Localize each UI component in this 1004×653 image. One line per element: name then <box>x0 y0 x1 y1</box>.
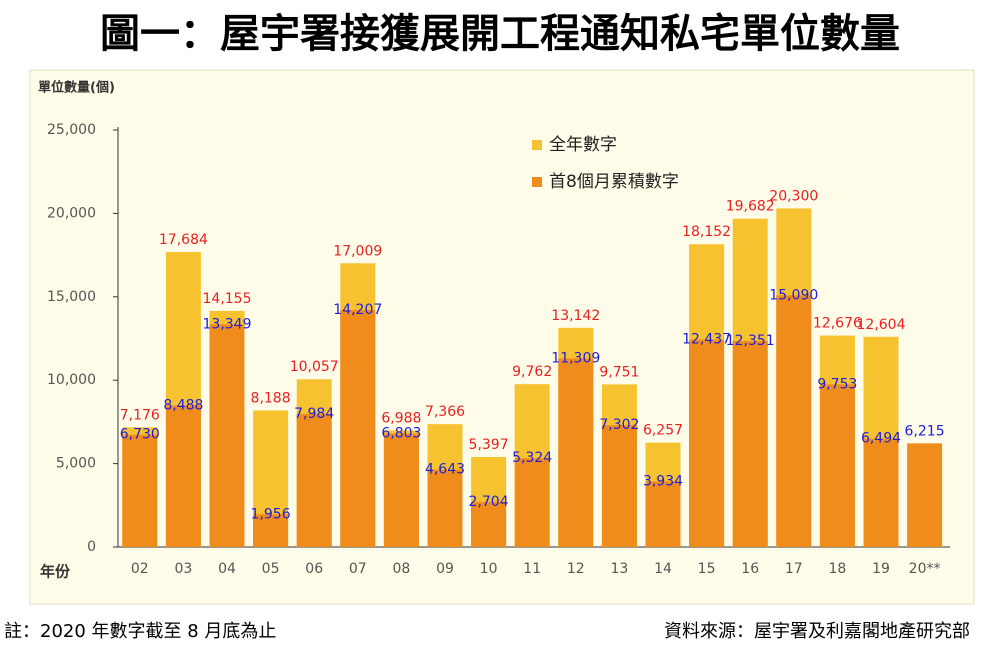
x-tick-label: 04 <box>218 561 236 577</box>
value-label: 6,803 <box>381 426 421 442</box>
y-axis-label: 單位數量(個) <box>38 80 115 96</box>
value-label: 12,437 <box>682 332 731 348</box>
y-tick-label: 5,000 <box>56 456 96 472</box>
x-tick-label: 08 <box>392 561 410 577</box>
bar <box>819 384 855 547</box>
value-label: 6,215 <box>905 423 945 439</box>
x-tick-label: 19 <box>872 561 890 577</box>
value-label: 15,090 <box>769 287 818 303</box>
bar <box>427 469 463 547</box>
x-tick-label: 11 <box>523 561 541 577</box>
bar <box>471 501 507 547</box>
value-label: 2,704 <box>469 494 509 510</box>
x-tick-label: 17 <box>785 561 803 577</box>
value-label: 19,682 <box>726 199 775 215</box>
value-label: 5,324 <box>512 450 552 466</box>
bar <box>776 295 812 547</box>
value-label: 11,309 <box>551 350 600 366</box>
value-label: 18,152 <box>682 224 731 240</box>
y-tick-label: 10,000 <box>47 372 96 388</box>
bar <box>296 413 332 547</box>
x-tick-label: 07 <box>349 561 367 577</box>
value-label: 13,142 <box>551 308 600 324</box>
value-label: 13,349 <box>203 316 252 332</box>
value-label: 6,494 <box>861 431 901 447</box>
legend-label: 全年數字 <box>549 135 617 155</box>
x-tick-label: 14 <box>654 561 672 577</box>
chart-title: 圖一：屋宇署接獲展開工程通知私宅單位數量 <box>100 11 900 57</box>
value-label: 12,351 <box>726 333 775 349</box>
value-label: 17,009 <box>333 243 382 259</box>
legend-swatch <box>532 177 542 187</box>
value-label: 9,751 <box>599 364 639 380</box>
y-tick-label: 15,000 <box>47 289 96 305</box>
bar <box>165 405 201 547</box>
value-label: 14,155 <box>203 291 252 307</box>
source-note: 資料來源：屋宇署及利嘉閣地產研究部 <box>664 621 970 642</box>
x-tick-label: 06 <box>305 561 323 577</box>
x-tick-label: 18 <box>828 561 846 577</box>
value-label: 7,366 <box>425 404 465 420</box>
bar <box>209 324 245 547</box>
legend-label: 首8個月累積數字 <box>549 172 679 192</box>
x-axis-label: 年份 <box>40 563 71 581</box>
value-label: 17,684 <box>159 232 208 248</box>
x-tick-label: 10 <box>480 561 498 577</box>
value-label: 9,753 <box>817 376 857 392</box>
bar <box>558 358 594 547</box>
value-label: 1,956 <box>251 506 291 522</box>
y-tick-label: 20,000 <box>47 205 96 221</box>
value-label: 14,207 <box>333 302 382 318</box>
value-label: 5,397 <box>469 437 509 453</box>
bar <box>514 458 550 547</box>
legend-swatch <box>532 140 542 150</box>
value-label: 10,057 <box>290 359 339 375</box>
bar <box>383 433 419 547</box>
y-tick-label: 0 <box>87 539 96 555</box>
footnote: 註：2020 年數字截至 8 月底為止 <box>4 621 276 642</box>
bar <box>689 339 725 547</box>
value-label: 4,643 <box>425 462 465 478</box>
x-tick-label: 12 <box>567 561 585 577</box>
bar <box>732 340 768 547</box>
value-label: 6,988 <box>381 410 421 426</box>
y-tick-label: 25,000 <box>47 122 96 138</box>
x-tick-label: 15 <box>698 561 716 577</box>
bar <box>863 438 899 547</box>
value-label: 7,302 <box>599 417 639 433</box>
value-label: 7,176 <box>120 407 160 423</box>
value-label: 8,188 <box>251 390 291 406</box>
value-label: 8,488 <box>163 397 203 413</box>
bar <box>907 443 943 547</box>
value-label: 6,730 <box>120 427 160 443</box>
bar <box>340 310 376 547</box>
value-label: 7,984 <box>294 406 334 422</box>
x-tick-label: 16 <box>741 561 759 577</box>
value-label: 12,676 <box>813 316 862 332</box>
x-tick-label: 05 <box>262 561 280 577</box>
value-label: 6,257 <box>643 423 683 439</box>
bar <box>122 434 158 547</box>
value-label: 9,762 <box>512 364 552 380</box>
x-tick-label: 03 <box>174 561 192 577</box>
bar <box>601 425 637 547</box>
x-tick-label: 02 <box>131 561 149 577</box>
x-tick-label: 09 <box>436 561 454 577</box>
value-label: 12,604 <box>857 317 906 333</box>
value-label: 3,934 <box>643 473 683 489</box>
bar <box>253 514 289 547</box>
value-label: 20,300 <box>769 188 818 204</box>
bar <box>645 481 681 547</box>
x-tick-label: 20** <box>909 561 941 577</box>
x-tick-label: 13 <box>610 561 628 577</box>
